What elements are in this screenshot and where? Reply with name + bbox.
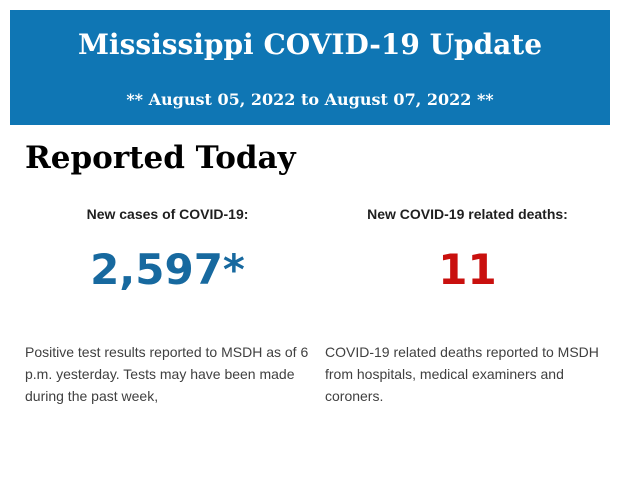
date-range: ** August 05, 2022 to August 07, 2022 **: [126, 90, 494, 109]
page-title: Mississippi COVID-19 Update: [77, 28, 543, 61]
new-deaths-description: COVID-19 related deaths reported to MSDH…: [325, 344, 599, 404]
new-deaths-label: New COVID-19 related deaths:: [367, 206, 568, 222]
report-heading: Reported Today: [25, 140, 296, 176]
stats-grid: New cases of COVID-19: 2,597* Positive t…: [25, 205, 605, 407]
new-cases-description: Positive test results reported to MSDH a…: [25, 344, 309, 404]
new-deaths-value: 11: [438, 245, 497, 294]
new-deaths-column: New COVID-19 related deaths: 11 COVID-19…: [325, 205, 610, 407]
new-cases-column: New cases of COVID-19: 2,597* Positive t…: [25, 205, 310, 407]
new-cases-label: New cases of COVID-19:: [86, 206, 249, 222]
header-banner: Mississippi COVID-19 Update ** August 05…: [10, 10, 610, 125]
new-cases-value: 2,597*: [90, 245, 245, 294]
